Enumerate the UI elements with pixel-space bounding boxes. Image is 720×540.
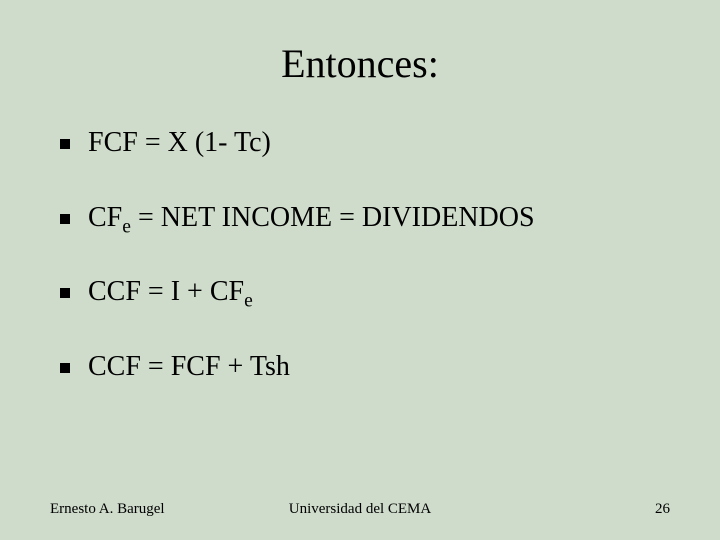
footer-author: Ernesto A. Barugel [50, 501, 165, 518]
bullet-list: FCF = X (1- Tc) CFe = NET INCOME = DIVID… [60, 127, 670, 387]
slide-title: Entonces: [50, 40, 670, 87]
bullet-text-sub: e [244, 291, 253, 312]
bullet-text-prefix: FCF = X (1- Tc) [88, 127, 271, 158]
bullet-item: CFe = NET INCOME = DIVIDENDOS [60, 202, 670, 239]
footer-page-number: 26 [655, 501, 670, 518]
bullet-item: CCF = FCF + Tsh [60, 351, 670, 388]
bullet-text-prefix: CCF = I + CF [88, 276, 244, 307]
slide: Entonces: FCF = X (1- Tc) CFe = NET INCO… [0, 0, 720, 540]
bullet-text-sub: e [122, 216, 131, 237]
footer: Ernesto A. Barugel Universidad del CEMA … [50, 501, 670, 518]
bullet-text-suffix: = NET INCOME = DIVIDENDOS [131, 202, 535, 233]
bullet-text-prefix: CCF = FCF + Tsh [88, 351, 290, 382]
bullet-item: FCF = X (1- Tc) [60, 127, 670, 164]
bullet-text-prefix: CF [88, 202, 122, 233]
bullet-item: CCF = I + CFe [60, 276, 670, 313]
